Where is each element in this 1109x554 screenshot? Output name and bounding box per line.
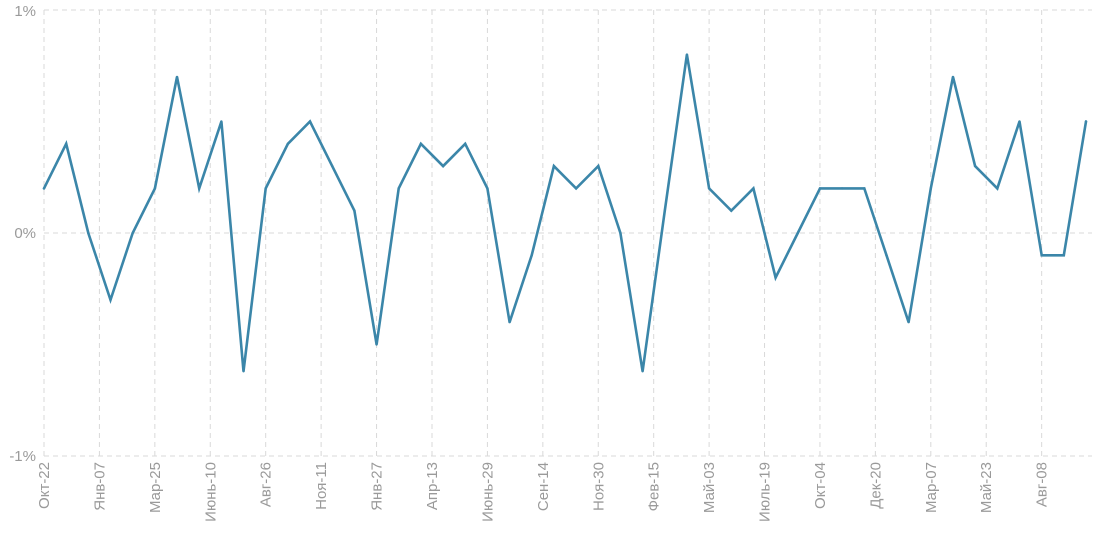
data-point	[996, 187, 999, 190]
series-line	[42, 54, 1088, 372]
data-point	[597, 164, 600, 168]
x-tick-label: Апр-13	[424, 462, 441, 510]
data-point	[308, 120, 312, 123]
data-point	[353, 209, 356, 212]
data-point	[419, 142, 423, 145]
data-point	[663, 209, 666, 212]
data-point	[1018, 120, 1021, 123]
data-point	[397, 187, 400, 190]
data-point	[1062, 254, 1066, 257]
x-tick-label: Янв-27	[369, 462, 386, 511]
data-point	[64, 142, 68, 145]
data-point	[840, 187, 844, 190]
x-tick-label: Ноя-11	[313, 462, 330, 510]
x-tick-label: Май-03	[701, 462, 718, 513]
x-tick-label: Авг-26	[258, 462, 275, 507]
y-tick-label: 0%	[14, 225, 36, 242]
data-point	[42, 187, 46, 190]
x-tick-label: Июль-19	[757, 462, 774, 522]
data-point	[1040, 254, 1043, 257]
x-tick-label: Авг-08	[1034, 462, 1051, 507]
data-point	[530, 254, 533, 257]
data-point	[951, 75, 955, 79]
data-point	[508, 321, 511, 324]
x-axis-ticks: Окт-22 Янв-07 Мар-25 Июнь-10 Авг-26 Ноя-11 Янв…	[36, 462, 1051, 522]
data-point	[929, 187, 933, 190]
x-tick-label: Мар-25	[147, 462, 164, 513]
data-point	[1084, 120, 1088, 123]
data-point	[619, 231, 622, 235]
data-point	[286, 142, 290, 145]
data-point	[264, 187, 267, 190]
data-point	[131, 231, 134, 235]
data-point	[220, 120, 223, 123]
data-point	[552, 164, 556, 168]
x-tick-label: Дек-20	[867, 462, 884, 509]
x-tick-label: Окт-04	[812, 462, 829, 509]
data-point	[87, 231, 90, 235]
data-point	[641, 370, 644, 373]
data-point	[441, 164, 445, 168]
data-point	[685, 53, 689, 56]
x-tick-label: Мар-07	[923, 462, 940, 513]
data-point	[774, 276, 777, 279]
grid-layer	[43, 9, 1092, 457]
data-point	[242, 370, 245, 373]
x-tick-label: Ноя-30	[590, 462, 607, 511]
data-point	[885, 254, 888, 257]
series-layer	[42, 53, 1088, 373]
x-tick-label: Фев-15	[646, 462, 663, 511]
data-point	[197, 187, 201, 190]
x-tick-label: Сен-14	[535, 462, 552, 511]
data-point	[752, 187, 755, 190]
y-tick-label: 1%	[14, 3, 36, 20]
data-point	[464, 142, 467, 145]
x-tick-label: Янв-07	[91, 462, 108, 511]
data-point	[375, 343, 378, 346]
data-point	[973, 164, 977, 168]
data-point	[175, 75, 179, 79]
data-point	[730, 209, 733, 212]
data-point	[109, 298, 112, 302]
x-tick-label: Июнь-29	[479, 462, 496, 522]
data-point	[907, 321, 910, 324]
x-tick-label: Май-23	[978, 462, 995, 513]
data-point	[574, 187, 578, 190]
x-tick-label: Окт-22	[36, 462, 53, 509]
y-tick-label: -1%	[9, 448, 36, 465]
y-axis-ticks: 1% 0% -1%	[9, 3, 36, 465]
data-point	[863, 187, 866, 190]
data-point	[153, 187, 157, 190]
x-tick-label: Июнь-10	[202, 462, 219, 522]
data-point	[486, 187, 489, 190]
data-point	[707, 187, 711, 190]
data-point	[818, 187, 822, 190]
data-point	[796, 231, 799, 235]
data-point	[331, 164, 334, 168]
